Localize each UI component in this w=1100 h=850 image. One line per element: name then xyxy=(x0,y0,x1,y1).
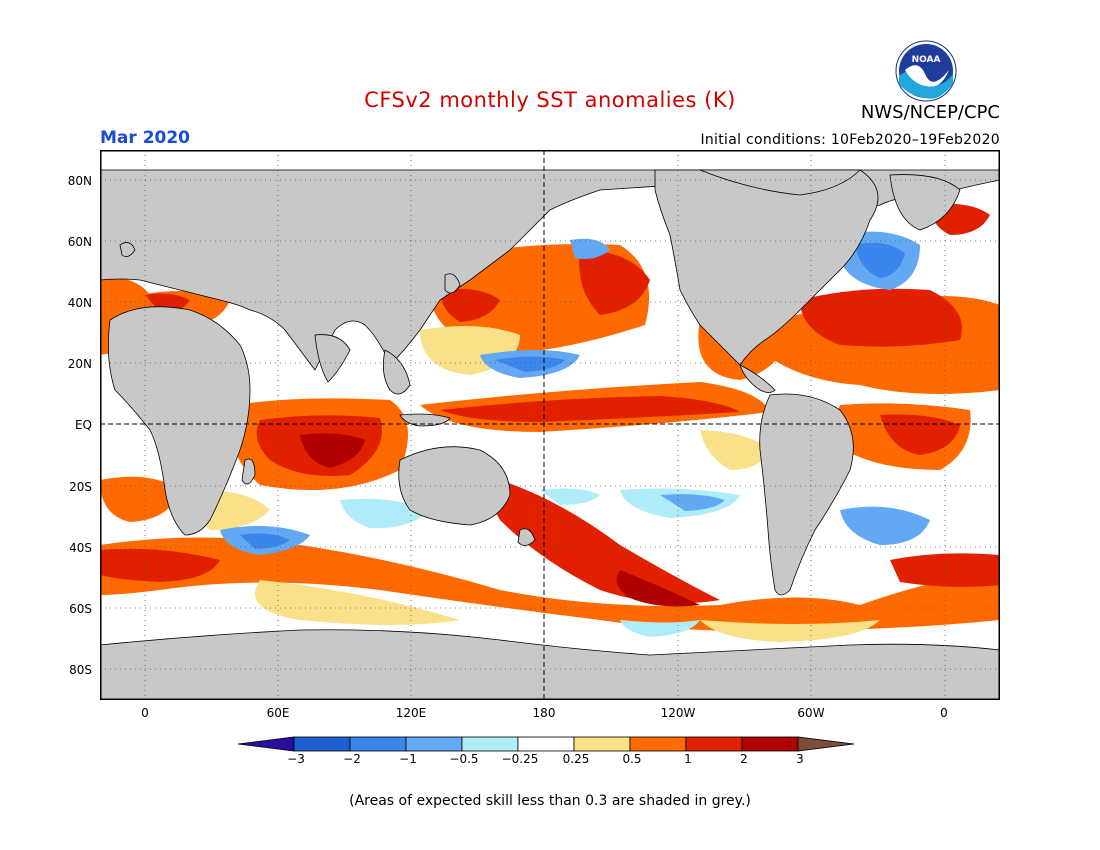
lat-label-40n: 40N xyxy=(67,296,92,310)
central-america xyxy=(739,364,776,393)
colorbar-segment-9 xyxy=(741,736,799,752)
colorbar-segment-5 xyxy=(517,736,575,752)
colorbar-tick-3: 3 xyxy=(796,752,804,766)
colorbar-tick-neg05: −0.5 xyxy=(449,752,479,766)
graticule xyxy=(100,150,1000,700)
colorbar-segment-max xyxy=(797,736,855,752)
colorbar-segment-8 xyxy=(685,736,743,752)
india xyxy=(314,334,351,383)
new-zealand xyxy=(517,528,536,546)
australia xyxy=(398,446,511,526)
lat-label-20n: 20N xyxy=(67,357,92,371)
antarctica xyxy=(100,629,1000,700)
organization-label: NWS/NCEP/CPC xyxy=(860,102,1000,123)
lat-label-20s: 20S xyxy=(69,480,92,494)
lon-label-0-west: 0 xyxy=(141,706,149,720)
colorbar-segment-2 xyxy=(349,736,407,752)
lon-label-0-east: 0 xyxy=(940,706,948,720)
japan xyxy=(444,273,461,294)
lat-label-40s: 40S xyxy=(69,541,92,555)
land-masses xyxy=(100,169,1000,700)
lat-label-80n: 80N xyxy=(67,174,92,188)
svg-text:NOAA: NOAA xyxy=(912,55,941,65)
colorbar-segment-4 xyxy=(461,736,519,752)
colorbar-tick-05: 0.5 xyxy=(622,752,642,766)
colorbar-segment-min xyxy=(238,736,295,752)
colorbar-tick-1: 1 xyxy=(684,752,692,766)
lon-label-60w: 60W xyxy=(797,706,825,720)
colorbar-tick-neg3: −3 xyxy=(287,752,305,766)
colorbar-tick-neg1: −1 xyxy=(399,752,417,766)
africa xyxy=(107,306,251,536)
colorbar-tick-neg2: −2 xyxy=(343,752,361,766)
lon-label-180: 180 xyxy=(532,706,556,720)
map-frame xyxy=(100,150,1000,700)
noaa-logo: NOAA xyxy=(895,40,957,102)
reference-lines xyxy=(100,150,1000,700)
lon-label-60e: 60E xyxy=(266,706,290,720)
southeast-asia xyxy=(382,349,411,395)
colorbar-tick-2: 2 xyxy=(740,752,748,766)
colorbar-segment-6 xyxy=(573,736,631,752)
british-isles xyxy=(119,242,136,258)
lon-label-120e: 120E xyxy=(395,706,427,720)
colorbar-tick-025: 0.25 xyxy=(562,752,590,766)
initial-conditions-label: Initial conditions: 10Feb2020–19Feb2020 xyxy=(700,132,1000,148)
lat-label-60n: 60N xyxy=(67,235,92,249)
colorbar-tick-neg025: −0.25 xyxy=(501,752,539,766)
colorbar-segment-7 xyxy=(629,736,687,752)
madagascar xyxy=(241,458,256,485)
lat-label-60s: 60S xyxy=(69,602,92,616)
lat-label-80s: 80S xyxy=(69,663,92,677)
south-america xyxy=(759,393,854,596)
chart-title: CFSv2 monthly SST anomalies (K) xyxy=(364,88,736,112)
lat-label-eq: EQ xyxy=(74,418,92,432)
skill-footnote: (Areas of expected skill less than 0.3 a… xyxy=(349,793,751,809)
colorbar-segment-1 xyxy=(293,736,351,752)
sst-anomaly-map xyxy=(100,150,1000,700)
lon-label-120w: 120W xyxy=(660,706,696,720)
forecast-month: Mar 2020 xyxy=(100,128,191,148)
arctic-islands xyxy=(699,169,861,196)
colorbar xyxy=(238,736,855,752)
cool-anomaly-regions xyxy=(180,178,930,637)
colorbar-segment-3 xyxy=(405,736,463,752)
